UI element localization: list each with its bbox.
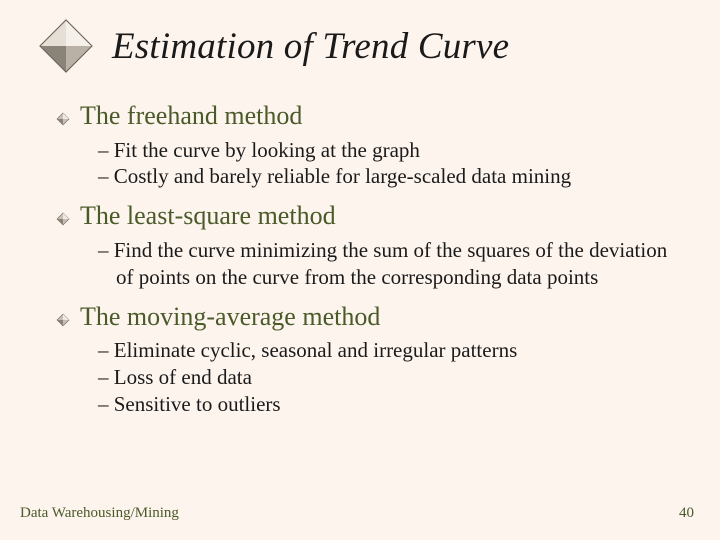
bullet-label: The moving-average method [80, 301, 380, 334]
sub-list: Find the curve minimizing the sum of the… [98, 237, 682, 291]
sub-item: Fit the curve by looking at the graph [98, 137, 682, 164]
bullet-label: The freehand method [80, 100, 302, 133]
sub-item: Sensitive to outliers [98, 391, 682, 418]
bullet-item: The moving-average method [56, 301, 682, 334]
slide: Estimation of Trend Curve The freehand m… [0, 0, 720, 540]
sub-item: Eliminate cyclic, seasonal and irregular… [98, 337, 682, 364]
sub-list: Fit the curve by looking at the graph Co… [98, 137, 682, 191]
bullet-label: The least-square method [80, 200, 336, 233]
diamond-bullet-icon [56, 313, 70, 327]
sub-item: Costly and barely reliable for large-sca… [98, 163, 682, 190]
bullet-item: The least-square method [56, 200, 682, 233]
footer-text: Data Warehousing/Mining [20, 505, 179, 522]
slide-title: Estimation of Trend Curve [112, 25, 509, 68]
diamond-bullet-icon [56, 112, 70, 126]
sub-item: Find the curve minimizing the sum of the… [98, 237, 682, 291]
title-diamond-icon [38, 18, 94, 74]
bullet-item: The freehand method [56, 100, 682, 133]
diamond-bullet-icon [56, 212, 70, 226]
sub-list: Eliminate cyclic, seasonal and irregular… [98, 337, 682, 418]
title-row: Estimation of Trend Curve [38, 18, 682, 74]
sub-item: Loss of end data [98, 364, 682, 391]
page-number: 40 [679, 505, 694, 522]
slide-content: The freehand method Fit the curve by loo… [38, 100, 682, 418]
